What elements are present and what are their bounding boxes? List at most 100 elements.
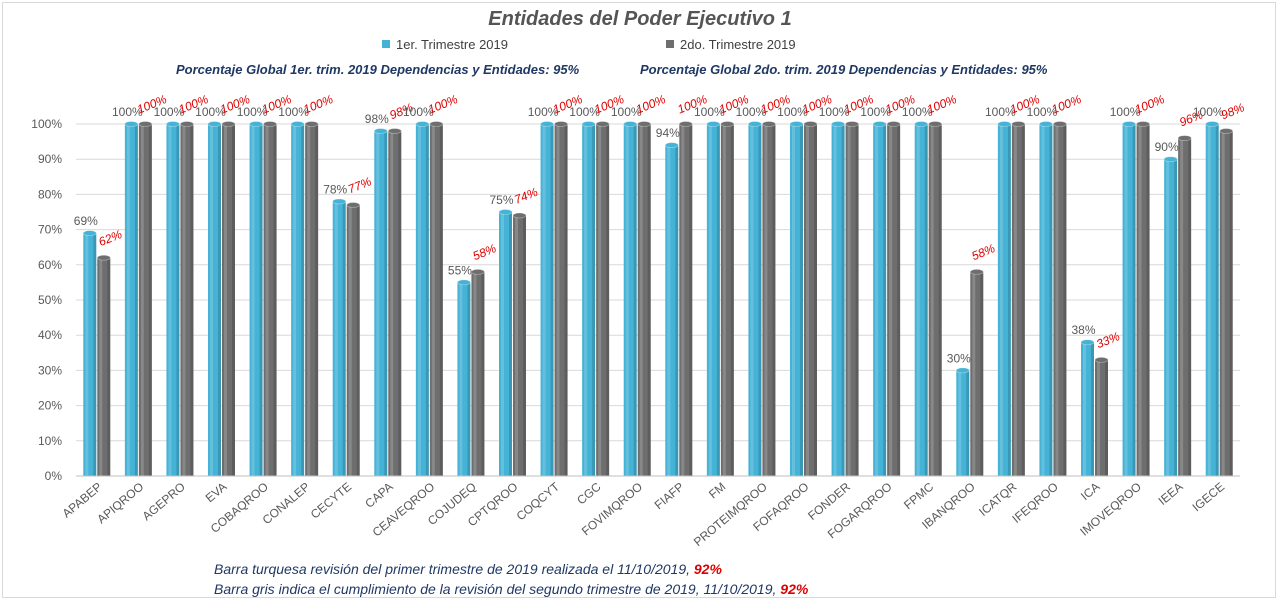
bar-q1-shade xyxy=(883,124,887,476)
data-label-q2: 58% xyxy=(471,241,499,263)
legend-swatch-1 xyxy=(382,40,390,48)
bar-q2-shade xyxy=(1229,131,1233,477)
bar-q2-shade xyxy=(232,124,235,476)
bar-q2-shade xyxy=(1188,138,1192,476)
bar-q2-shade xyxy=(190,124,194,476)
note-first-quarter-text: Barra turquesa revisión del primer trime… xyxy=(214,561,694,577)
bar-q2-top xyxy=(304,121,319,127)
bar-q2-highlight xyxy=(265,124,269,476)
bar-q2-highlight xyxy=(307,124,311,476)
bar-q1-shade xyxy=(1132,124,1136,476)
bar-q2 xyxy=(263,124,277,476)
bar-q2-shade xyxy=(606,124,610,476)
bar-q2 xyxy=(222,124,235,476)
data-label-q2: 74% xyxy=(512,185,540,207)
bar-q2-shade xyxy=(689,124,693,476)
data-label-q1: 100% xyxy=(1027,105,1058,119)
bar-q2-highlight xyxy=(99,257,103,476)
data-label-q2: 98% xyxy=(1219,100,1247,122)
bar-q1 xyxy=(873,124,887,476)
bar-q1-top xyxy=(664,142,679,149)
bar-q2-top xyxy=(678,121,693,127)
bar-q1-highlight xyxy=(126,124,130,476)
bar-q2 xyxy=(637,124,651,476)
data-label-q2: 100% xyxy=(925,92,959,117)
bar-q1-highlight xyxy=(708,124,712,476)
bar-q1-shade xyxy=(467,282,471,476)
bar-q1-highlight xyxy=(750,124,754,476)
bar-q2 xyxy=(513,215,526,476)
note-second-quarter-pct: 92% xyxy=(780,581,809,597)
y-tick-label: 30% xyxy=(38,363,62,377)
bar-q2 xyxy=(180,124,194,476)
bar-q1-highlight xyxy=(168,124,172,476)
bar-q2-highlight xyxy=(806,124,809,476)
bar-q1-shade xyxy=(592,124,596,476)
global-percentage-q1: Porcentaje Global 1er. trim. 2019 Depend… xyxy=(176,62,580,77)
category-label: CECYTE xyxy=(308,480,354,522)
bar-q2-highlight xyxy=(764,124,768,476)
bar-q2-highlight xyxy=(182,124,186,476)
bar-q1-shade xyxy=(342,201,346,476)
bar-q2-highlight xyxy=(847,124,851,476)
bar-q1-top xyxy=(498,209,513,215)
bar-q2 xyxy=(429,124,443,476)
bar-q1-highlight xyxy=(210,124,213,476)
data-label-q1: 98% xyxy=(365,112,389,126)
bar-q2-shade xyxy=(938,124,942,476)
bar-q2-shade xyxy=(273,124,277,476)
bar-q1-top xyxy=(623,121,638,127)
category-label: APIQROO xyxy=(94,480,146,527)
bar-q1-highlight xyxy=(958,370,962,476)
bar-q2-highlight xyxy=(1221,131,1225,477)
bar-q2 xyxy=(346,204,360,476)
data-label-q2: 33% xyxy=(1094,329,1122,351)
bar-q2-top xyxy=(429,121,444,127)
bar-q1-highlight xyxy=(916,124,920,476)
bar-q2-top xyxy=(1219,128,1234,134)
bar-q2 xyxy=(1011,124,1025,476)
bar-q2 xyxy=(928,124,942,476)
bar-q2-highlight xyxy=(1138,124,1142,476)
bar-q1-top xyxy=(914,121,929,127)
bar-q1-top xyxy=(706,121,721,127)
bar-q1 xyxy=(374,131,388,477)
data-label-q1: 100% xyxy=(403,105,434,119)
bar-q1 xyxy=(623,124,637,476)
data-label-q1: 100% xyxy=(902,105,933,119)
bar-q2-top xyxy=(346,202,361,208)
bar-q2-top xyxy=(387,128,402,134)
bar-q2-top xyxy=(1136,121,1150,127)
data-label-q2: 58% xyxy=(970,241,998,263)
bar-q2-top xyxy=(595,121,610,127)
data-label-q1: 100% xyxy=(819,105,850,119)
category-label: FPMC xyxy=(901,479,936,512)
bar-q2 xyxy=(596,124,610,476)
bar-q2-top xyxy=(803,121,818,127)
bar-q1-shade xyxy=(758,124,762,476)
bar-q1-highlight xyxy=(251,124,255,476)
bar-q2-top xyxy=(554,121,568,127)
bar-q2-top xyxy=(512,212,527,219)
bar-q1 xyxy=(706,124,720,476)
bar-q2 xyxy=(1178,138,1192,476)
bar-q1-top xyxy=(1039,121,1053,127)
bar-q1 xyxy=(1122,124,1136,476)
y-tick-label: 60% xyxy=(38,258,62,272)
data-label-q1: 100% xyxy=(736,105,767,119)
category-label: CGC xyxy=(574,479,604,507)
bar-q1-shade xyxy=(924,124,928,476)
data-label-q1: 100% xyxy=(278,105,309,119)
data-label-q1: 78% xyxy=(323,182,347,196)
bar-q1-highlight xyxy=(833,124,837,476)
bar-q1-shade xyxy=(176,124,180,476)
bar-q1-top xyxy=(1163,156,1178,163)
bar-q1-shade xyxy=(841,124,845,476)
bar-q2-highlight xyxy=(348,204,352,476)
bar-q1-shade xyxy=(550,124,554,476)
bar-q1-top xyxy=(415,121,430,127)
data-label-q1: 38% xyxy=(1071,323,1095,337)
bar-q2-top xyxy=(263,121,277,127)
data-label-q1: 55% xyxy=(448,263,472,277)
bar-q2-shade xyxy=(1021,124,1025,476)
